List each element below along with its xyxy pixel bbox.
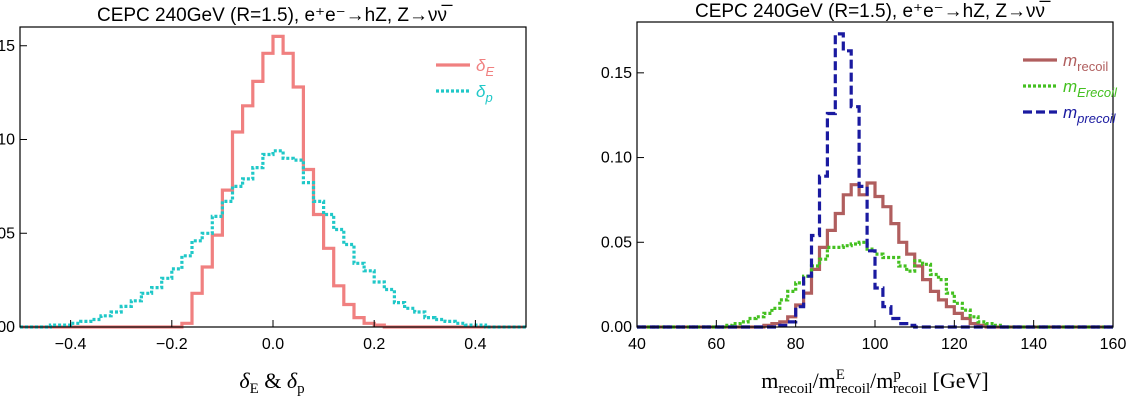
x-tick-label: 40 xyxy=(628,336,646,353)
legend-label: mErecoil xyxy=(1063,77,1118,100)
chart-left-ticks: −0.4 −0.2 0.0 0.2 0.4 0.00 0.05 0.10 0.15 xyxy=(0,38,487,353)
chart-left-frame xyxy=(19,26,527,328)
chart-0-series-1-line xyxy=(20,149,526,329)
chart-left: CEPC 240GeV (R=1.5), e⁺e⁻→hZ, Z→νν̅ −0.4… xyxy=(0,5,527,397)
y-tick-label: 0.10 xyxy=(0,132,15,149)
chart-right-frame xyxy=(636,21,1114,328)
y-tick-label: 0.05 xyxy=(0,225,15,242)
y-tick-label: 0.10 xyxy=(601,150,632,167)
x-tick-label: 100 xyxy=(862,336,889,353)
chart-left-series xyxy=(20,34,526,329)
legend-label: mprecoil xyxy=(1063,103,1117,126)
chart-1-series-1-line xyxy=(637,240,1113,329)
chart-1-series-2-line xyxy=(637,32,1113,329)
y-tick-label: 0.15 xyxy=(0,38,15,55)
y-tick-label: 0.05 xyxy=(601,234,632,251)
x-tick-label: 60 xyxy=(707,336,725,353)
chart-right-ticks: 40 60 80 100 120 140 160 0.00 0.05 0.10 0.15 xyxy=(601,65,1127,353)
chart-left-xlabel: δE & δp xyxy=(239,368,304,397)
x-tick-label: 0.0 xyxy=(262,336,284,353)
x-tick-label: 160 xyxy=(1100,336,1127,353)
chart-right-xlabel: mrecoil/mE recoil/mp recoil [GeV] xyxy=(761,367,988,397)
legend-label: δp xyxy=(476,82,493,105)
x-tick-label: 120 xyxy=(941,336,968,353)
chart-left-title: CEPC 240GeV (R=1.5), e⁺e⁻→hZ, Z→νν̅ xyxy=(97,5,453,26)
y-tick-label: 0.00 xyxy=(0,319,15,336)
chart-1-series-0-line xyxy=(637,181,1113,329)
chart-right-legend: mrecoil mErecoil mprecoil xyxy=(1023,51,1118,126)
chart-right-title: CEPC 240GeV (R=1.5), e⁺e⁻→hZ, Z→νν̅ xyxy=(695,1,1051,22)
x-tick-label: 0.4 xyxy=(464,336,486,353)
chart-0-series-0-line xyxy=(20,34,526,329)
x-tick-label: −0.4 xyxy=(55,336,87,353)
x-tick-label: 0.2 xyxy=(363,336,385,353)
x-tick-label: 80 xyxy=(787,336,805,353)
x-tick-label: 140 xyxy=(1020,336,1047,353)
chart-right: CEPC 240GeV (R=1.5), e⁺e⁻→hZ, Z→νν̅ 40 60… xyxy=(601,1,1127,397)
y-tick-label: 0.00 xyxy=(601,319,632,336)
chart-left-legend: δE δp xyxy=(436,56,494,105)
x-tick-label: −0.2 xyxy=(156,336,188,353)
legend-label: mrecoil xyxy=(1063,51,1108,74)
y-tick-label: 0.15 xyxy=(601,65,632,82)
legend-label: δE xyxy=(476,56,494,79)
chart-right-series xyxy=(637,32,1113,329)
